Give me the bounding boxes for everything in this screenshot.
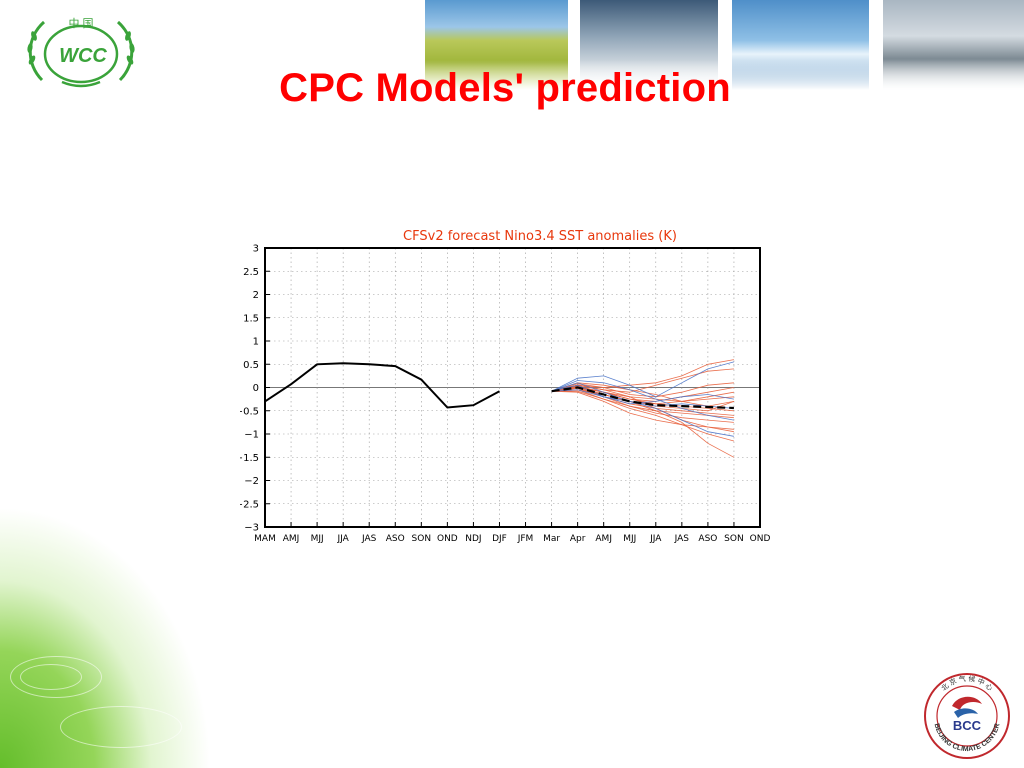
y-tick-label: −2.5	[240, 499, 259, 510]
photo-iceberg	[732, 0, 869, 90]
x-tick-label: JAS	[361, 534, 377, 544]
x-tick-label: NDJ	[465, 534, 481, 544]
observed-line	[264, 362, 500, 409]
x-tick-label: ASO	[386, 534, 405, 544]
y-tick-label: −0.5	[240, 406, 259, 417]
ensemble-member-blue	[551, 361, 735, 398]
chart-lines	[264, 362, 734, 410]
ensemble-member-red	[551, 387, 734, 423]
wcc-logo: 中 国 WCC	[27, 17, 135, 88]
x-tick-label: JJA	[649, 534, 662, 544]
ensemble-member-blue	[551, 382, 734, 437]
plot-frame	[264, 247, 761, 528]
x-tick-label: ASO	[698, 534, 717, 544]
y-tick-label: 2	[253, 290, 259, 301]
y-tick-label: −1.5	[240, 453, 259, 464]
x-tick-label: JJA	[337, 534, 350, 544]
nino34-forecast-chart: CFSv2 forecast Nino3.4 SST anomalies (K)…	[240, 229, 770, 545]
wcc-logo-text: WCC	[59, 45, 107, 67]
header-photo-strip	[425, 0, 1024, 100]
photo-tornado	[580, 0, 718, 90]
x-tick-label: SON	[724, 534, 744, 544]
y-tick-label: 0.5	[243, 360, 259, 371]
chart-grid	[265, 248, 760, 527]
ensemble-member-red	[551, 390, 734, 430]
x-tick-label: AMJ	[283, 534, 300, 544]
y-tick-label: 3	[253, 244, 259, 255]
x-tick-label: Apr	[570, 534, 586, 544]
y-tick-label: 1	[253, 337, 259, 348]
x-tick-label: Mar	[543, 534, 560, 544]
x-tick-label: AMJ	[595, 534, 612, 544]
x-tick-label: OND	[750, 534, 771, 544]
y-tick-label: 2.5	[243, 267, 259, 278]
ensemble-members	[551, 359, 735, 458]
ensemble-mean-line	[551, 386, 734, 410]
x-tick-label: OND	[437, 534, 458, 544]
ensemble-member-red	[551, 390, 734, 419]
ensemble-member-blue	[551, 380, 734, 421]
photo-valley	[883, 0, 1024, 90]
slide-title: CPC Models' prediction	[279, 66, 731, 110]
y-tick-label: −2	[244, 476, 259, 487]
x-tick-label: JAS	[674, 534, 690, 544]
ensemble-member-blue	[551, 384, 734, 405]
x-tick-label: MAM	[254, 534, 276, 544]
chart-title: CFSv2 forecast Nino3.4 SST anomalies (K)	[403, 229, 677, 244]
x-tick-label: SON	[412, 534, 432, 544]
y-tick-label: 0	[253, 383, 259, 394]
x-tick-label: JFM	[517, 534, 534, 544]
bcc-logo: BEIJING CLIMATE CENTER 北 京 气 候 中 心 BCC	[924, 673, 1010, 759]
x-tick-label: MJJ	[623, 534, 636, 544]
x-tick-label: MJJ	[311, 534, 324, 544]
y-tick-label: 1.5	[243, 313, 259, 324]
photo-grassland	[425, 0, 568, 90]
ensemble-member-blue	[551, 389, 734, 409]
y-tick-label: −1	[244, 430, 259, 441]
x-tick-label: DJF	[492, 534, 507, 544]
bcc-logo-text: BCC	[953, 718, 982, 733]
y-tick-label: −3	[244, 523, 259, 534]
wcc-logo-top-text: 中 国	[68, 17, 93, 30]
